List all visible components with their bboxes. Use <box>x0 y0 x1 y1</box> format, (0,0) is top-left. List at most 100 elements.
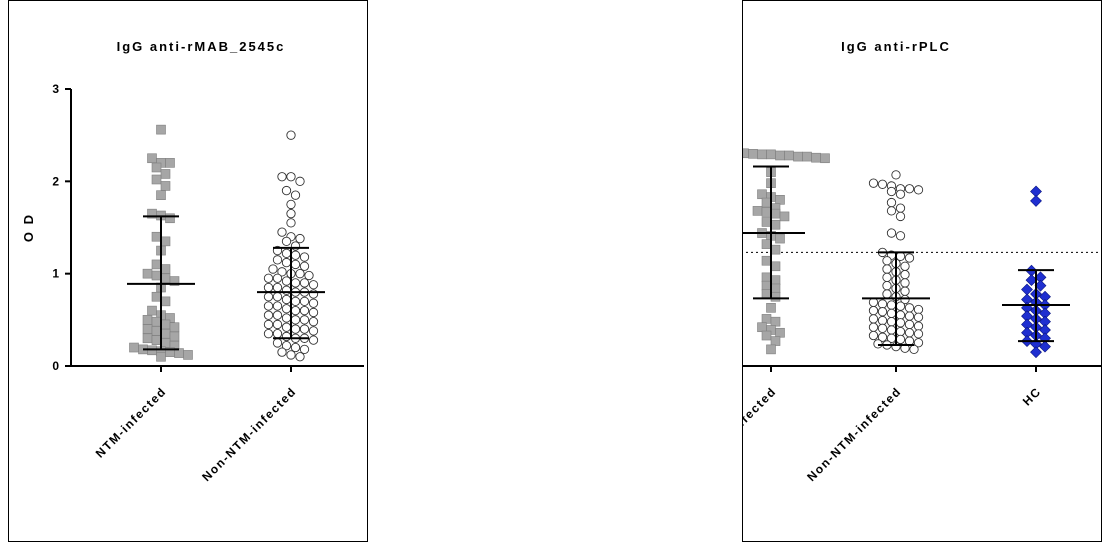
data-point-circle <box>290 259 301 270</box>
data-point-circle <box>877 315 888 326</box>
chart-title: IgG anti-rMAB_2545c <box>117 39 286 54</box>
data-point-circle <box>886 186 897 197</box>
data-point-square <box>820 153 830 164</box>
data-point-circle <box>308 326 319 336</box>
data-point-circle <box>277 227 287 237</box>
data-point-circle <box>281 285 292 295</box>
data-point-square <box>761 207 772 217</box>
data-point-square <box>151 162 162 173</box>
data-point-square <box>766 344 776 355</box>
data-point-circle <box>290 296 301 307</box>
data-point-circle <box>295 352 305 362</box>
data-point-square <box>752 206 763 216</box>
data-point-circle <box>281 185 292 196</box>
data-point-square <box>770 208 781 219</box>
data-point-circle <box>877 299 888 309</box>
x-category-label: Non-NTM-infected <box>199 384 299 484</box>
data-point-circle <box>290 315 301 325</box>
y-tick-label: 1 <box>52 267 59 281</box>
data-point-circle <box>308 317 319 327</box>
data-point-circle <box>299 344 310 355</box>
data-point-square <box>770 275 781 285</box>
data-point-square <box>165 158 175 168</box>
data-point-circle <box>299 261 310 271</box>
data-point-square <box>770 261 781 272</box>
data-point-square <box>142 268 153 279</box>
data-point-square <box>757 322 767 333</box>
data-point-circle <box>882 264 892 274</box>
data-point-circle <box>299 315 310 325</box>
data-point-square <box>160 169 171 179</box>
data-point-circle <box>290 241 301 251</box>
data-point-square <box>761 272 772 283</box>
data-point-circle <box>904 311 915 321</box>
data-point-circle <box>308 298 319 308</box>
data-point-circle <box>281 331 292 342</box>
data-point-diamond <box>1039 340 1051 353</box>
data-point-circle <box>299 305 310 316</box>
data-point-circle <box>308 280 319 290</box>
data-point-circle <box>295 233 305 244</box>
data-point-square <box>169 276 180 286</box>
data-point-square <box>779 211 790 222</box>
data-point-circle <box>895 310 906 320</box>
data-point-square <box>169 331 180 342</box>
y-tick-label: 3 <box>52 82 59 96</box>
data-point-square <box>770 244 781 255</box>
plot-area: IgG anti-rPLC012345O DNTM-infectedNon-NT… <box>743 39 1101 484</box>
chart-title: IgG anti-rPLC <box>841 39 951 54</box>
data-point-circle <box>277 347 287 357</box>
data-point-circle <box>886 308 897 319</box>
data-point-circle <box>868 314 879 324</box>
data-point-circle <box>877 179 888 189</box>
data-point-circle <box>263 273 274 283</box>
y-axis-label: O D <box>21 213 36 242</box>
data-point-square <box>151 174 162 185</box>
data-point-square <box>766 303 776 313</box>
data-point-square <box>160 296 171 307</box>
data-point-circle <box>913 338 924 348</box>
data-point-circle <box>886 228 897 238</box>
data-point-circle <box>886 300 897 310</box>
data-point-square <box>761 239 772 249</box>
data-point-square <box>160 338 171 348</box>
data-point-circle <box>904 328 915 338</box>
data-point-circle <box>900 261 910 271</box>
data-point-square <box>142 315 153 325</box>
data-point-circle <box>290 250 301 260</box>
data-point-square <box>156 190 166 200</box>
data-point-circle <box>895 318 906 328</box>
x-category-label: Non-NTM-infected <box>804 384 904 484</box>
data-point-circle <box>263 319 274 330</box>
data-point-circle <box>290 278 301 288</box>
data-point-square <box>156 124 166 135</box>
data-point-square <box>151 326 162 336</box>
data-point-square <box>151 270 162 281</box>
data-point-circle <box>263 301 274 311</box>
data-point-circle <box>272 338 283 348</box>
data-point-circle <box>263 282 274 293</box>
data-point-circle <box>295 176 305 186</box>
data-point-circle <box>895 211 906 222</box>
data-point-circle <box>877 307 888 317</box>
data-point-square <box>160 264 171 274</box>
data-point-square <box>811 152 821 163</box>
data-point-square <box>761 255 772 266</box>
data-point-circle <box>882 256 892 266</box>
x-category-label: NTM-infected <box>93 384 169 460</box>
data-point-circle <box>281 276 292 286</box>
data-point-circle <box>882 289 892 299</box>
data-point-square <box>775 150 785 161</box>
plot-area: IgG anti-rMAB_2545c 0 1 2 3 O D NTM-infected No… <box>21 39 364 484</box>
data-point-circle <box>882 281 892 291</box>
data-point-circle <box>281 294 292 305</box>
data-point-circle <box>913 312 924 322</box>
data-point-circle <box>290 305 301 316</box>
y-tick-label: 0 <box>52 359 59 373</box>
data-point-square <box>169 322 180 333</box>
data-point-circle <box>909 344 919 355</box>
data-point-circle <box>272 282 283 293</box>
data-point-circle <box>308 289 319 299</box>
data-point-circle <box>272 273 283 283</box>
data-point-circle <box>281 313 292 323</box>
